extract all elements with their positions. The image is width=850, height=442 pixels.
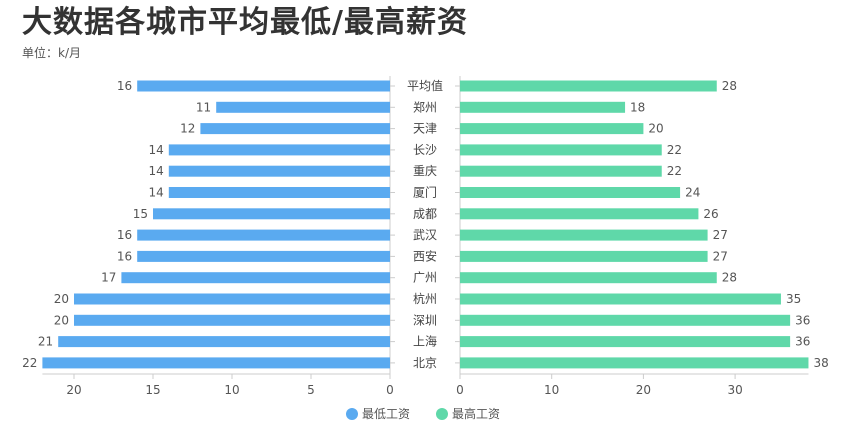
min-salary-label: 11 (196, 100, 211, 114)
min-salary-bar (200, 123, 390, 135)
category-label: 武汉 (413, 228, 437, 242)
max-salary-bar (460, 314, 791, 326)
category-label: 厦门 (413, 185, 437, 200)
min-salary-label: 21 (38, 335, 53, 349)
legend-label-max: 最高工资 (452, 406, 500, 421)
category-label: 平均值 (407, 78, 443, 93)
min-salary-label: 16 (117, 228, 132, 242)
min-salary-bar (42, 357, 391, 369)
legend-marker-max (436, 408, 448, 420)
max-salary-label: 24 (685, 186, 700, 200)
category-label: 北京 (413, 356, 437, 370)
category-label: 重庆 (413, 164, 437, 178)
left-tick-label: 5 (307, 383, 315, 397)
max-salary-bar (460, 272, 717, 284)
min-salary-bar (137, 229, 390, 241)
right-tick-label: 20 (636, 383, 651, 397)
min-salary-label: 17 (101, 271, 116, 285)
min-salary-label: 20 (54, 313, 69, 327)
max-salary-label: 22 (667, 143, 682, 157)
left-tick-label: 10 (224, 383, 239, 397)
left-tick-label: 20 (66, 383, 81, 397)
max-salary-bar (460, 357, 809, 369)
max-salary-bar (460, 80, 717, 92)
left-tick-label: 0 (386, 383, 394, 397)
max-salary-bar (460, 165, 662, 177)
max-salary-label: 26 (703, 207, 718, 221)
max-salary-label: 38 (813, 356, 828, 370)
category-label: 深圳 (413, 313, 437, 327)
category-label: 长沙 (413, 143, 437, 157)
max-salary-label: 36 (795, 313, 810, 327)
max-salary-label: 36 (795, 335, 810, 349)
max-salary-bar (460, 229, 708, 241)
max-salary-label: 35 (786, 292, 801, 306)
min-salary-bar (168, 187, 390, 198)
min-salary-label: 14 (149, 143, 164, 157)
category-label: 上海 (413, 334, 437, 349)
max-salary-bar (460, 187, 681, 198)
chart-subtitle: 单位：k/月 (22, 46, 81, 60)
min-salary-label: 14 (149, 164, 164, 178)
right-tick-label: 0 (456, 383, 464, 397)
max-salary-label: 28 (722, 79, 737, 93)
right-tick-label: 30 (727, 383, 742, 397)
right-tick-label: 10 (544, 383, 559, 397)
chart-title: 大数据各城市平均最低/最高薪资 (22, 5, 468, 40)
min-salary-bar (216, 101, 390, 113)
min-salary-label: 20 (54, 292, 69, 306)
category-label: 成都 (413, 207, 437, 221)
min-salary-bar (168, 144, 390, 156)
max-salary-label: 28 (722, 271, 737, 285)
category-label: 天津 (413, 122, 437, 136)
legend-label-min: 最低工资 (362, 407, 410, 421)
category-label: 郑州 (413, 99, 437, 114)
category-label: 西安 (413, 248, 437, 263)
max-salary-label: 18 (630, 100, 645, 114)
min-salary-label: 16 (117, 249, 132, 263)
min-salary-bar (58, 336, 390, 348)
min-salary-label: 15 (133, 207, 148, 221)
max-salary-bar (460, 336, 791, 348)
max-salary-bar (460, 250, 708, 262)
min-salary-bar (74, 314, 390, 326)
max-salary-bar (460, 208, 699, 220)
max-salary-bar (460, 293, 781, 305)
max-salary-label: 27 (713, 228, 728, 242)
min-salary-bar (74, 293, 390, 305)
left-tick-label: 15 (145, 383, 160, 397)
min-salary-bar (137, 250, 390, 262)
min-salary-label: 14 (149, 186, 164, 200)
max-salary-bar (460, 144, 662, 156)
category-label: 杭州 (413, 291, 437, 306)
min-salary-bar (121, 272, 391, 284)
max-salary-bar (460, 123, 644, 135)
min-salary-bar (168, 165, 390, 177)
legend-marker-min (346, 408, 358, 420)
min-salary-label: 16 (117, 79, 132, 93)
category-label: 广州 (413, 271, 437, 285)
min-salary-bar (137, 80, 390, 92)
max-salary-label: 27 (713, 249, 728, 263)
min-salary-bar (153, 208, 390, 220)
max-salary-label: 22 (667, 164, 682, 178)
min-salary-label: 22 (22, 356, 37, 370)
max-salary-label: 20 (648, 122, 663, 136)
max-salary-bar (460, 101, 626, 113)
min-salary-label: 12 (180, 122, 195, 136)
